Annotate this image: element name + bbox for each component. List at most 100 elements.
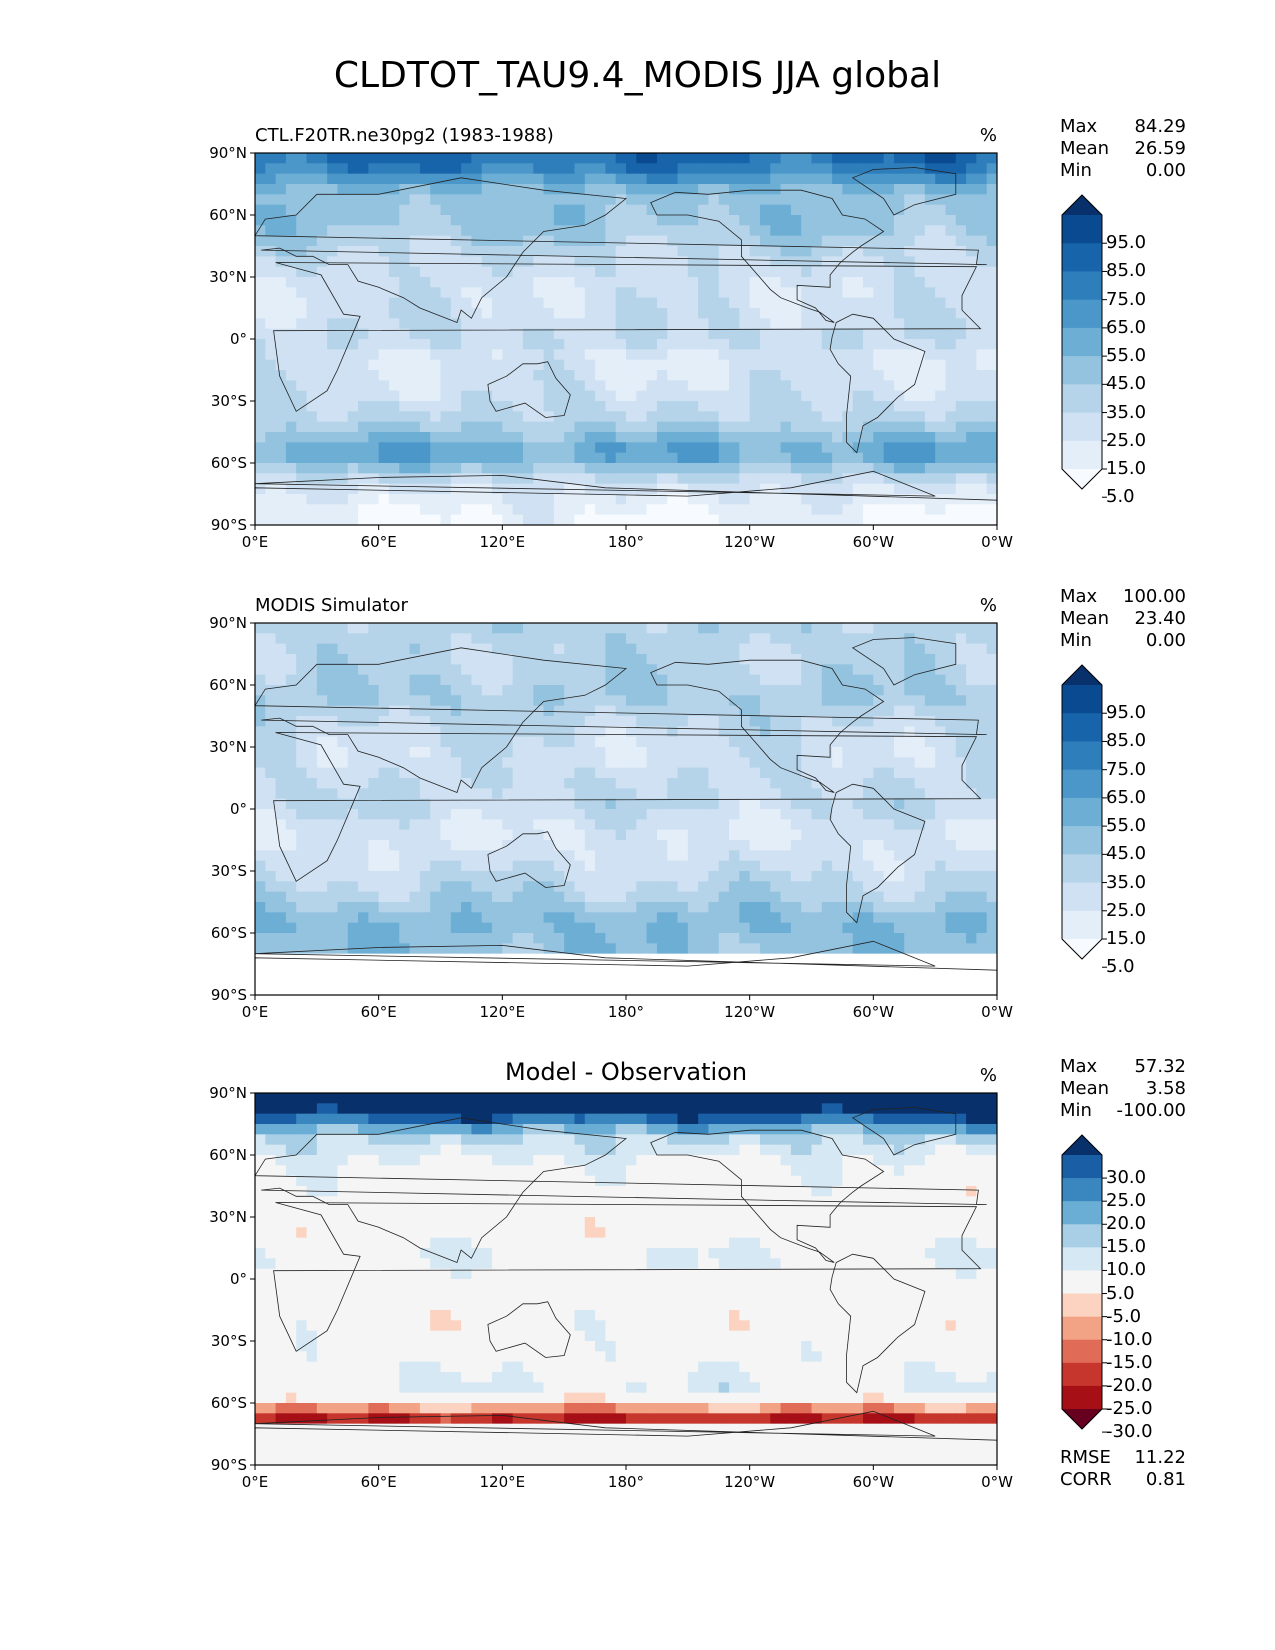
map-cell xyxy=(358,297,369,309)
map-cell xyxy=(749,953,761,965)
map-cell xyxy=(790,664,802,676)
map-cell xyxy=(368,287,380,299)
map-cell xyxy=(914,483,926,495)
map-cell xyxy=(646,308,658,319)
map-cell xyxy=(553,778,565,789)
map-cell xyxy=(955,473,967,485)
map-cell xyxy=(378,643,390,655)
map-cell xyxy=(461,504,473,516)
map-cell xyxy=(605,256,617,268)
map-cell xyxy=(986,401,997,412)
map-cell xyxy=(450,840,462,851)
map-cell xyxy=(852,287,864,299)
map-cell xyxy=(966,788,977,800)
map-cell xyxy=(337,452,349,464)
map-cell xyxy=(543,674,555,686)
map-cell xyxy=(368,757,380,769)
map-cell xyxy=(904,922,916,934)
map-cell xyxy=(646,473,658,485)
map-cell xyxy=(770,654,782,665)
map-cell xyxy=(832,757,844,769)
map-cell xyxy=(378,840,390,851)
map-cell xyxy=(327,860,339,872)
map-cell xyxy=(708,256,720,268)
map-cell xyxy=(821,695,833,707)
map-cell xyxy=(986,215,997,226)
map-cell xyxy=(935,411,947,423)
map-cell xyxy=(605,933,617,944)
map-cell xyxy=(450,390,462,402)
map-cell xyxy=(306,902,318,913)
map-cell xyxy=(852,685,864,696)
map-cell xyxy=(265,349,277,361)
map-cell xyxy=(729,767,740,779)
map-cell xyxy=(832,891,844,903)
map-cell xyxy=(461,514,473,525)
map-cell xyxy=(543,726,555,738)
map-cell xyxy=(759,349,771,361)
map-cell xyxy=(316,643,328,655)
map-cell xyxy=(388,829,400,841)
map-cell xyxy=(378,442,390,454)
map-cell xyxy=(986,695,997,707)
map-cell xyxy=(749,287,761,299)
map-cell xyxy=(729,215,740,226)
map-cell xyxy=(729,297,740,309)
map-cell xyxy=(327,891,339,903)
map-cell xyxy=(388,339,400,350)
map-cell xyxy=(986,922,997,934)
map-cell xyxy=(790,483,802,495)
map-cell xyxy=(986,318,997,330)
map-cell xyxy=(966,359,977,371)
map-cell xyxy=(636,633,648,645)
map-cell xyxy=(471,277,483,288)
map-cell xyxy=(852,798,864,810)
map-cell xyxy=(430,767,442,779)
map-cell xyxy=(255,778,266,789)
map-cell xyxy=(873,767,885,779)
map-cell xyxy=(605,726,617,738)
map-cell xyxy=(481,184,493,195)
map-cell xyxy=(471,308,483,319)
map-cell xyxy=(440,809,452,820)
map-cell xyxy=(502,623,514,634)
map-cell xyxy=(347,421,359,433)
map-cell xyxy=(832,246,844,257)
map-cell xyxy=(327,401,339,412)
colorbar-segment xyxy=(1062,440,1102,470)
map-cell xyxy=(399,809,411,820)
map-cell xyxy=(327,277,339,288)
map-cell xyxy=(358,442,369,454)
map-cell xyxy=(935,829,947,841)
map-cell xyxy=(935,287,947,299)
map-cell xyxy=(626,411,637,423)
map-cell xyxy=(430,809,442,820)
map-cell xyxy=(780,623,792,634)
map-cell xyxy=(842,452,854,464)
map-cell xyxy=(914,328,926,340)
map-cell xyxy=(749,473,761,485)
map-cell xyxy=(595,421,606,433)
map-cell xyxy=(306,933,318,944)
map-cell xyxy=(698,297,710,309)
map-cell xyxy=(966,819,977,831)
map-cell xyxy=(636,860,648,872)
map-cell xyxy=(945,318,957,330)
map-cell xyxy=(471,860,483,872)
map-cell xyxy=(718,829,730,841)
map-cell xyxy=(358,685,369,696)
map-cell xyxy=(924,912,936,924)
map-cell xyxy=(976,246,988,257)
map-cell xyxy=(759,163,771,175)
map-cell xyxy=(285,401,297,412)
map-cell xyxy=(306,256,318,268)
map-cell xyxy=(533,514,545,525)
map-cell xyxy=(492,840,503,851)
map-cell xyxy=(770,297,782,309)
map-cell xyxy=(924,933,936,944)
map-cell xyxy=(842,339,854,350)
map-cell xyxy=(904,504,916,516)
map-cell xyxy=(605,173,617,185)
map-cell xyxy=(553,881,565,893)
map-cell xyxy=(626,390,637,402)
